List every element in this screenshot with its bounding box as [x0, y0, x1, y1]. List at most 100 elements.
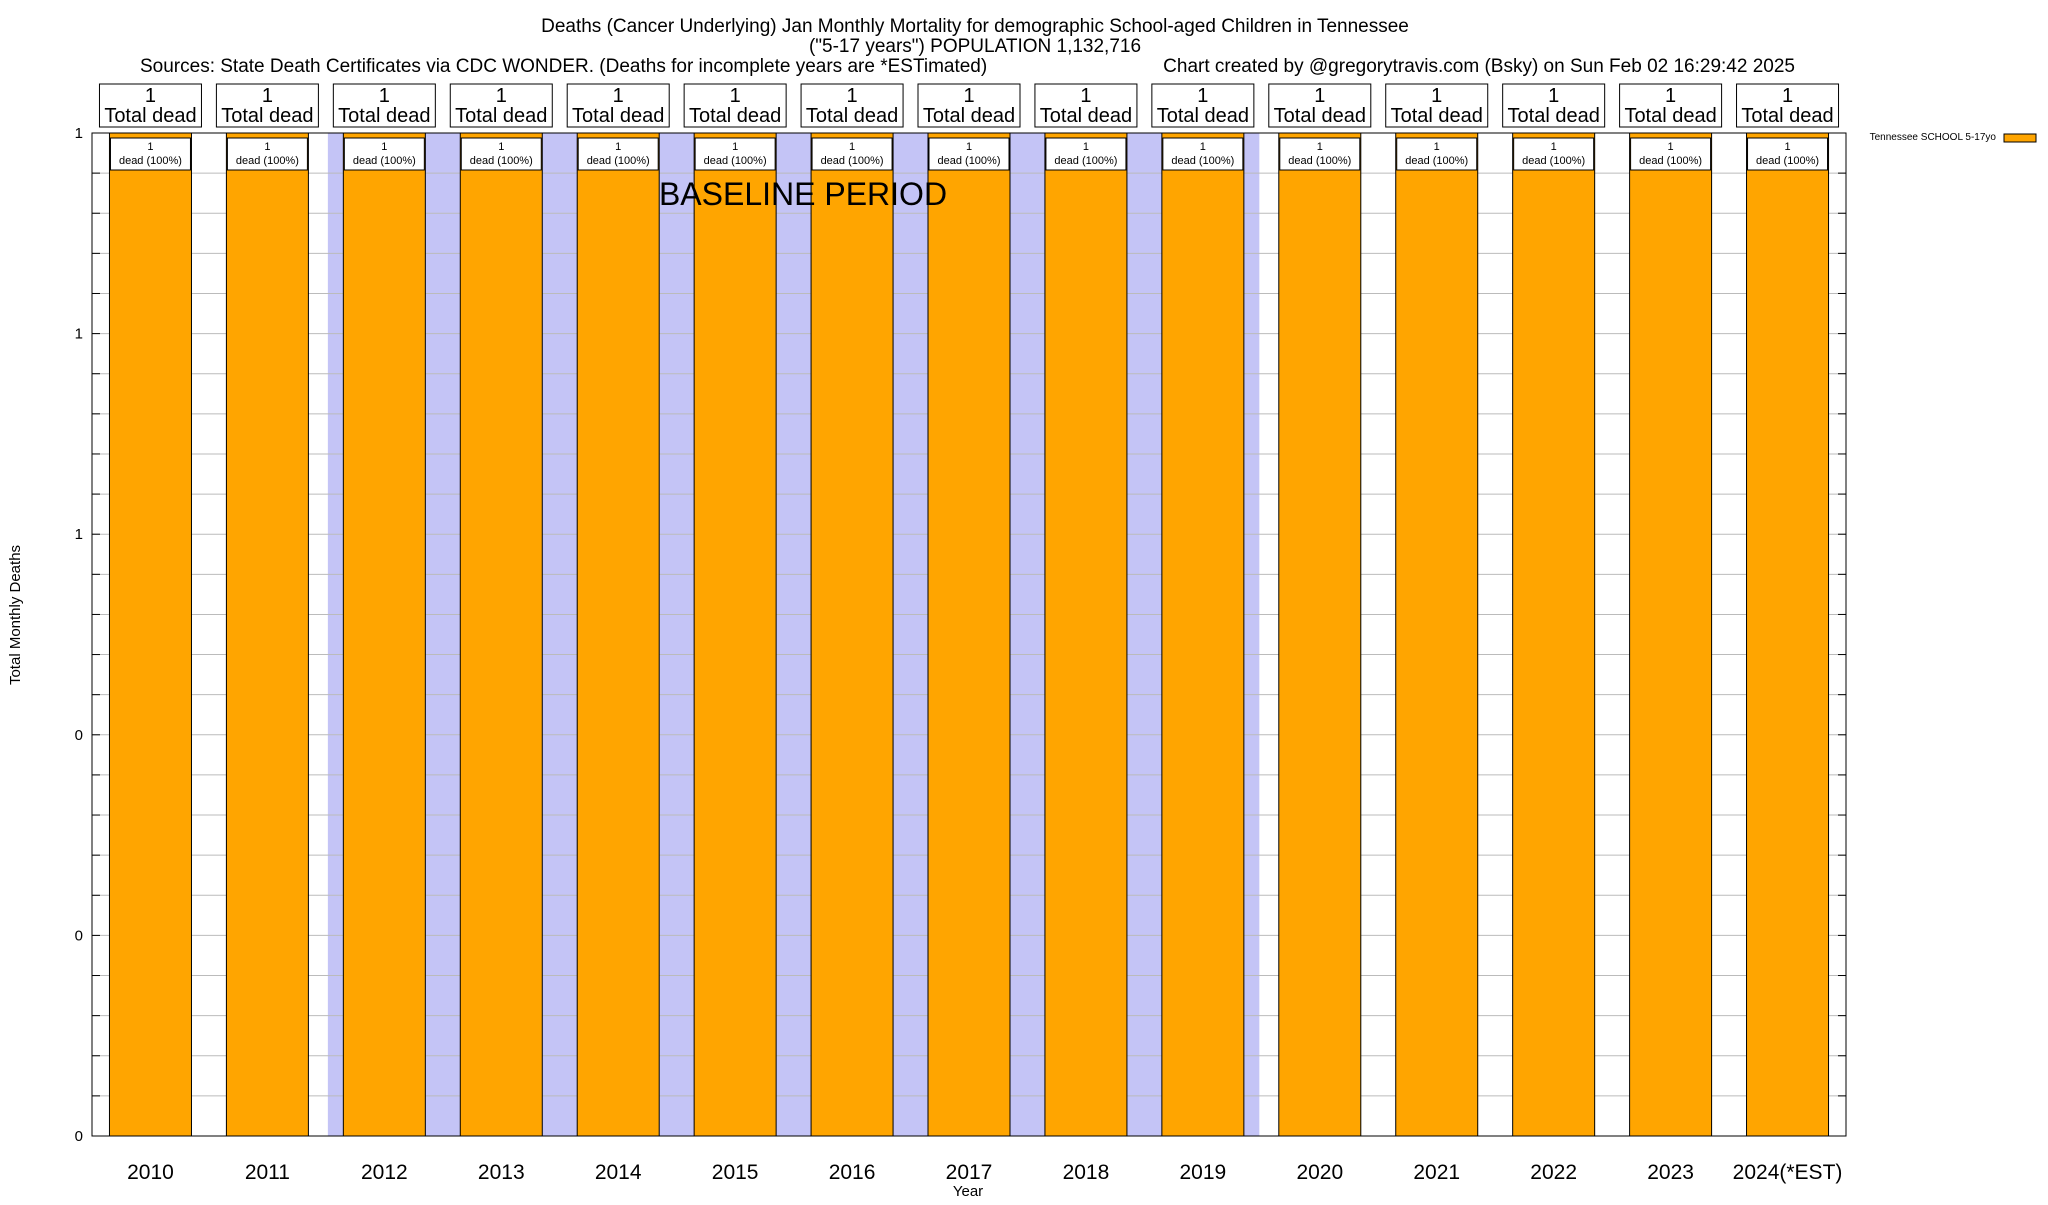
bar-label-box	[577, 137, 659, 171]
chart-subtitle: ("5-17 years") POPULATION 1,132,716	[809, 36, 1141, 57]
x-tick-label: 2020	[1296, 1161, 1343, 1184]
bar-sublabel: dead (100%)	[704, 155, 767, 167]
bar	[576, 132, 660, 1137]
total-text-label: Total dead	[1157, 105, 1249, 127]
total-label-box	[332, 83, 436, 128]
bar	[1512, 132, 1596, 1137]
y-tick-label: 1	[75, 326, 83, 343]
x-tick-label: 2016	[829, 1161, 876, 1184]
bar-label-box	[109, 137, 191, 171]
x-tick-label: 2010	[127, 1161, 174, 1184]
bar-value-label: 1	[849, 141, 855, 153]
y-tick-label: 0	[75, 1128, 83, 1145]
y-tick-label: 0	[75, 927, 83, 944]
bar-label-box	[460, 137, 542, 171]
total-text-label: Total dead	[1040, 105, 1132, 127]
bar	[927, 132, 1011, 1137]
total-label-box	[917, 83, 1021, 128]
bar-value-label: 1	[1551, 141, 1557, 153]
total-text-label: Total dead	[455, 105, 547, 127]
bar-value-label: 1	[966, 141, 972, 153]
bar	[1044, 132, 1128, 1137]
x-tick-labels-group: 2010 2011 2012 2013 2014 2015 2016 2017 2018 2019…	[127, 1161, 1842, 1184]
total-value-label: 1	[1314, 85, 1325, 107]
total-value-label: 1	[1548, 85, 1559, 107]
bar-value-label: 1	[498, 141, 504, 153]
x-tick-label: 2018	[1063, 1161, 1110, 1184]
bar-sublabel: dead (100%)	[938, 155, 1001, 167]
total-text-label: Total dead	[1508, 105, 1600, 127]
bar-value-label: 1	[381, 141, 387, 153]
bar-value-label: 1	[1668, 141, 1674, 153]
x-tick-label: 2019	[1180, 1161, 1227, 1184]
bar-sublabel: dead (100%)	[1054, 155, 1117, 167]
bar-sublabel: dead (100%)	[1522, 155, 1585, 167]
bar-label-box	[1630, 137, 1712, 171]
bar	[693, 132, 777, 1137]
plot-frame-group	[91, 132, 1847, 1137]
y-tick-label: 1	[75, 125, 83, 142]
bar-value-label: 1	[264, 141, 270, 153]
bar-value-label: 1	[1317, 141, 1323, 153]
bar-sublabel: dead (100%)	[1405, 155, 1468, 167]
total-text-label: Total dead	[923, 105, 1015, 127]
bar-value-label: 1	[615, 141, 621, 153]
y-tick-label: 0	[75, 727, 83, 744]
bar-label-box	[226, 137, 308, 171]
total-value-label: 1	[379, 85, 390, 107]
bar-sublabel: dead (100%)	[1171, 155, 1234, 167]
total-label-box	[1034, 83, 1138, 128]
chart-title: Deaths (Cancer Underlying) Jan Monthly M…	[541, 16, 1409, 37]
x-tick-label: 2014	[595, 1161, 642, 1184]
total-label-box	[98, 83, 202, 128]
y-axis-label: Total Monthly Deaths	[7, 545, 24, 685]
bar	[1746, 132, 1830, 1137]
bar-sublabel: dead (100%)	[470, 155, 533, 167]
bar-value-label: 1	[1784, 141, 1790, 153]
total-label-box	[1619, 83, 1723, 128]
x-axis-label: Year	[953, 1183, 983, 1200]
bar-label-box	[811, 137, 893, 171]
bar-label-box	[1279, 137, 1361, 171]
y-tick-labels-group: 0 0 0 1 1 1	[75, 125, 83, 1145]
total-label-box	[683, 83, 787, 128]
total-text-label: Total dead	[572, 105, 664, 127]
bar-label-box	[343, 137, 425, 171]
total-label-box	[1151, 83, 1255, 128]
bar-sublabel: dead (100%)	[821, 155, 884, 167]
bar	[342, 132, 426, 1137]
total-value-label: 1	[262, 85, 273, 107]
total-text-label: Total dead	[104, 105, 196, 127]
total-text-label: Total dead	[1391, 105, 1483, 127]
x-tick-label: 2011	[245, 1161, 290, 1184]
total-text-label: Total dead	[221, 105, 313, 127]
bar-label-box	[1396, 137, 1478, 171]
total-label-box	[215, 83, 319, 128]
x-tick-label: 2017	[946, 1161, 993, 1184]
bar-sublabel: dead (100%)	[353, 155, 416, 167]
total-text-label: Total dead	[1274, 105, 1366, 127]
bar-value-label: 1	[1083, 141, 1089, 153]
bar	[1629, 132, 1713, 1137]
total-label-box	[1736, 83, 1840, 128]
bar-sublabel: dead (100%)	[119, 155, 182, 167]
total-label-box	[1502, 83, 1606, 128]
total-label-box	[449, 83, 553, 128]
total-text-label: Total dead	[806, 105, 898, 127]
bar	[459, 132, 543, 1137]
plot-frame	[91, 132, 1847, 1137]
chart-sources: Sources: State Death Certificates via CD…	[140, 56, 987, 77]
total-value-label: 1	[1782, 85, 1793, 107]
bar-value-label: 1	[147, 141, 153, 153]
bar	[810, 132, 894, 1137]
total-label-box	[1268, 83, 1372, 128]
bar-label-box	[694, 137, 776, 171]
legend-entry-label: Tennessee SCHOOL 5-17yo	[1870, 132, 1997, 143]
total-label-box	[566, 83, 670, 128]
bar-sublabel: dead (100%)	[587, 155, 650, 167]
chart-title-group: Deaths (Cancer Underlying) Jan Monthly M…	[140, 16, 1795, 77]
bar-sublabel: dead (100%)	[1756, 155, 1819, 167]
total-value-label: 1	[847, 85, 858, 107]
total-text-label: Total dead	[338, 105, 430, 127]
